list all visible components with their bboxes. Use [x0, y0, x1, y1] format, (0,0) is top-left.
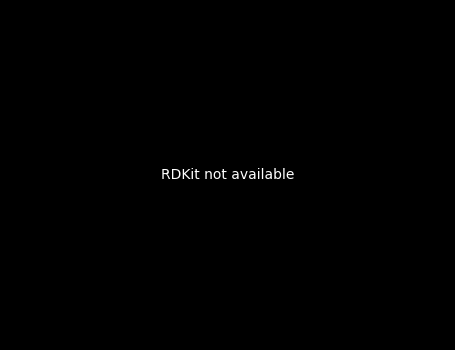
Text: RDKit not available: RDKit not available	[161, 168, 294, 182]
